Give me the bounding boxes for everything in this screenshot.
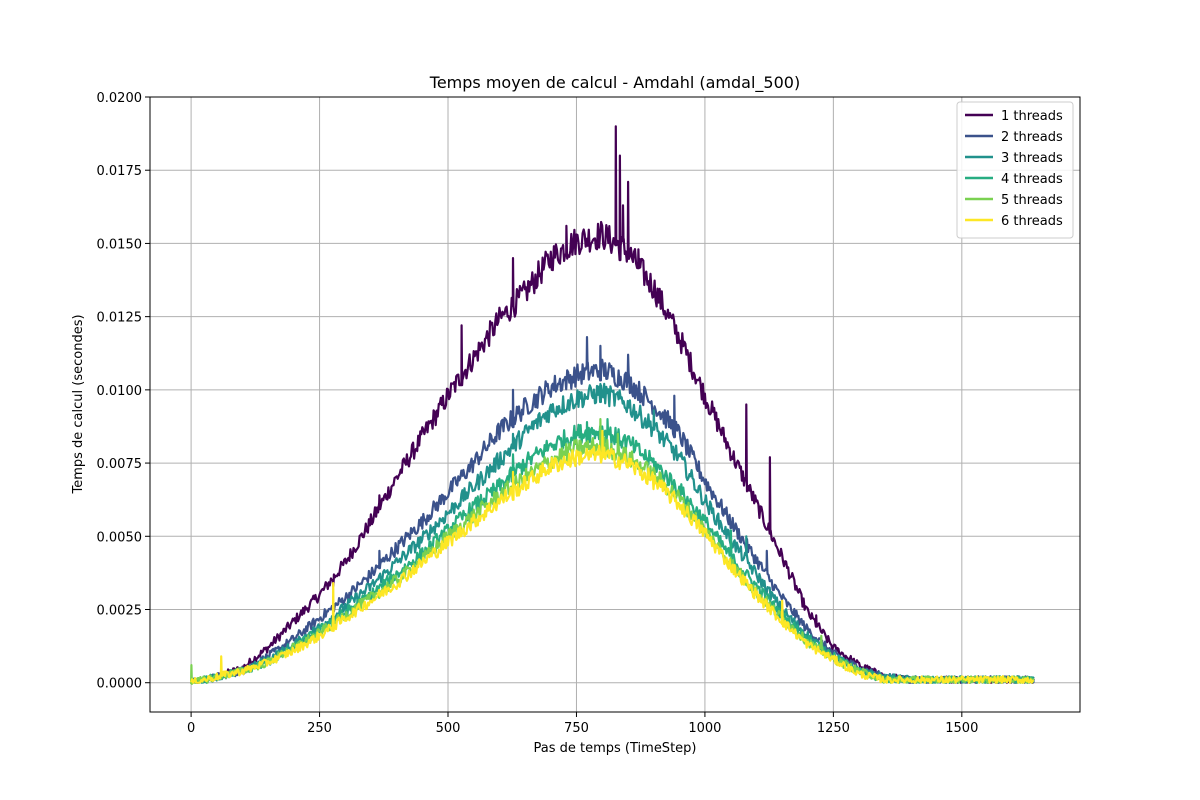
y-tick-label: 0.0175 [97, 164, 143, 179]
y-tick-label: 0.0200 [97, 91, 143, 106]
x-tick-label: 1250 [817, 721, 850, 736]
legend-label: 2 threads [1001, 130, 1063, 145]
x-tick-label: 250 [307, 721, 332, 736]
y-axis-label: Temps de calcul (secondes) [71, 314, 86, 494]
plot-frame [149, 96, 1081, 713]
legend-label: 5 threads [1001, 193, 1063, 208]
series-lines [190, 125, 1035, 685]
legend-label: 3 threads [1001, 151, 1063, 166]
x-axis-label: Pas de temps (TimeStep) [534, 741, 697, 756]
y-tick-label: 0.0075 [97, 457, 143, 472]
x-tick-label: 1000 [688, 721, 721, 736]
y-tick-label: 0.0050 [97, 530, 143, 545]
x-tick-label: 500 [436, 721, 461, 736]
y-tick-label: 0.0100 [97, 384, 143, 399]
legend-label: 1 threads [1001, 109, 1063, 124]
y-tick-label: 0.0150 [97, 237, 143, 252]
y-tick-label: 0.0000 [97, 677, 143, 692]
chart-title: Temps moyen de calcul - Amdahl (amdal_50… [429, 73, 800, 93]
x-tick-label: 1500 [945, 721, 978, 736]
axis-ticks: 0 250 500 750 1000 1250 1500 0.0000 0.0025 0.0050… [97, 91, 979, 736]
legend-label: 4 threads [1001, 172, 1063, 187]
series-line-6 [190, 429, 1035, 684]
legend: 1 threads 2 threads 3 threads 4 threads 5 th… [956, 101, 1074, 239]
x-tick-label: 0 [187, 721, 195, 736]
legend-label: 6 threads [1001, 214, 1063, 229]
y-tick-label: 0.0025 [97, 604, 143, 619]
y-tick-label: 0.0125 [97, 311, 143, 326]
x-tick-label: 750 [564, 721, 589, 736]
